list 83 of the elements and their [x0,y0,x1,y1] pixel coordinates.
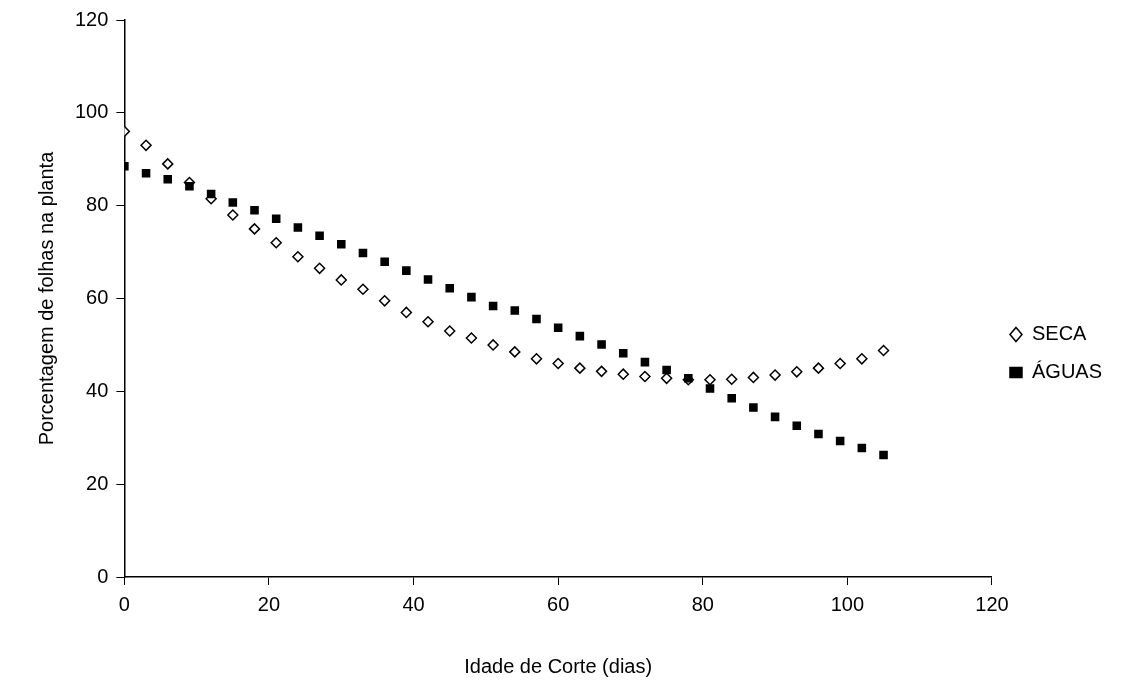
point [834,357,846,370]
point [141,168,151,178]
point [597,340,606,349]
point [552,357,564,370]
y-tick-label: 0 [97,564,109,587]
x-tick-label: 40 [402,592,425,615]
point [662,365,671,375]
point [423,275,433,284]
point [357,283,369,295]
point [465,332,478,344]
x-tick-label: 0 [118,592,130,615]
point [248,223,261,235]
y-tick-label: 120 [74,7,109,30]
point [140,139,152,152]
point [877,344,890,357]
y-tick-label: 40 [86,378,109,401]
point [618,348,628,358]
y-tick-label: 80 [86,193,109,216]
point [293,223,303,232]
point [227,209,239,221]
point [791,366,803,378]
point [488,301,498,311]
point [617,368,629,380]
y-axis-title: Porcentagem de folhas na planta [34,150,57,446]
point [530,353,543,365]
point [725,373,738,386]
point [575,331,585,341]
point [532,314,541,324]
legend-label: SECA [1031,322,1088,345]
point [422,315,434,328]
y-tick-label: 20 [86,471,109,494]
point [770,412,780,422]
point [509,346,521,358]
point [292,250,304,263]
point [640,357,650,367]
x-tick-label: 20 [257,592,281,615]
y-tick-label: 60 [86,286,109,309]
point [336,239,346,249]
point [443,325,456,337]
point [749,403,758,412]
point [487,339,499,351]
point [704,373,716,386]
x-tick-label: 60 [547,592,570,615]
point [270,237,282,249]
point [400,306,413,319]
point [595,365,608,378]
point [271,214,281,223]
legend-label: ÁGUAS [1031,360,1103,383]
point [402,266,411,275]
x-tick-label: 80 [691,592,714,615]
point [250,206,259,215]
point [553,323,563,333]
point [206,189,216,199]
x-axis-title: Idade de Corte (dias) [464,654,653,677]
point [228,198,238,207]
point [313,262,326,275]
point [835,436,845,446]
point [445,284,455,293]
point [335,274,348,286]
x-tick-label: 120 [975,592,1009,615]
point [879,450,888,460]
x-tick-label: 100 [830,592,865,615]
point [467,292,476,302]
point [747,371,760,384]
point [727,394,736,403]
point [315,231,324,241]
point [639,370,651,383]
point [812,362,825,374]
point [162,158,174,170]
point [792,421,802,430]
y-tick-label: 100 [74,100,109,123]
point [163,174,173,184]
point [705,384,715,393]
point [574,362,586,374]
point [510,306,520,315]
point [358,248,368,258]
point [378,295,391,307]
point [856,353,868,365]
point [185,181,194,191]
point [380,257,389,267]
point [857,443,867,453]
point [814,429,823,439]
point [769,369,781,381]
